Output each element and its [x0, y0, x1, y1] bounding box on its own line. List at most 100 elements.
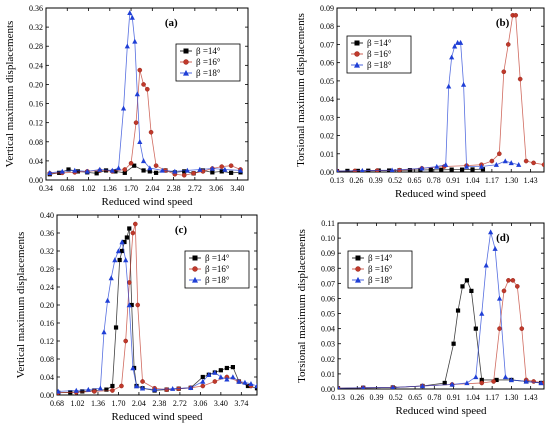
data-point — [110, 383, 115, 389]
data-point — [145, 86, 150, 92]
y-tick-label: 0.04 — [29, 157, 43, 166]
data-point — [92, 389, 97, 394]
data-point — [206, 372, 212, 377]
legend-label: β =16° — [196, 57, 221, 67]
data-point — [147, 165, 153, 171]
chart-panel-3: 0.68 1.02 1.36 1.70 2.04 2.38 2.72 3.06 3.40 3.74… — [15, 211, 258, 423]
legend: β =14°β =16°β =18° — [346, 35, 412, 74]
data-point — [94, 171, 99, 176]
data-point — [141, 82, 146, 87]
plot-frame — [337, 222, 545, 390]
data-point — [182, 169, 187, 174]
legend-label: β =18° — [196, 68, 221, 78]
plot-frame — [336, 7, 545, 173]
panel-label: (d) — [496, 232, 510, 244]
legend-swatch-marker — [354, 40, 360, 46]
x-tick-label: 1.70 — [124, 184, 138, 193]
data-point — [101, 329, 107, 335]
y-tick-label: 0.24 — [40, 283, 54, 292]
data-point — [218, 374, 224, 380]
x-tick-label: 0.65 — [407, 176, 421, 185]
data-point — [191, 171, 196, 176]
data-point — [75, 169, 80, 174]
data-point — [428, 167, 433, 172]
y-tick-label: 0.08 — [321, 264, 335, 273]
data-point — [113, 169, 118, 174]
legend-swatch-marker — [355, 255, 361, 261]
series-line — [49, 11, 241, 174]
y-tick-label: 0.32 — [40, 247, 54, 256]
x-tick-label: 1.04 — [466, 393, 480, 402]
data-point — [222, 166, 228, 172]
data-point — [531, 379, 536, 384]
legend-label: β =16° — [205, 264, 230, 274]
y-tick-label: 0.00 — [321, 385, 335, 394]
data-point — [120, 105, 127, 111]
chart-panel-2: 0.13 0.26 0.39 0.52 0.65 0.78 0.91 1.04 1.17 1.30… — [295, 4, 545, 200]
data-point — [449, 54, 455, 60]
y-tick-label: 0.00 — [40, 391, 54, 400]
legend-label: β =14° — [205, 253, 230, 263]
y-tick-label: 0.06 — [321, 294, 335, 303]
data-point — [506, 278, 511, 283]
data-point — [516, 162, 522, 167]
legend-label: β =14° — [196, 46, 221, 56]
x-tick-label: 0.39 — [369, 176, 383, 185]
series-3 — [47, 10, 244, 176]
data-point — [513, 12, 519, 18]
data-point — [200, 378, 206, 384]
data-point — [133, 221, 138, 227]
data-point — [164, 387, 169, 392]
series-3 — [57, 239, 257, 394]
data-point — [228, 163, 234, 168]
data-point — [210, 170, 215, 175]
data-point — [497, 151, 502, 157]
series-line — [338, 279, 544, 389]
x-tick-label: 0.13 — [331, 393, 345, 402]
data-point — [245, 383, 251, 389]
data-point — [360, 167, 365, 172]
data-point — [129, 14, 135, 20]
data-point — [115, 165, 122, 171]
y-tick-label: 0.03 — [321, 340, 335, 349]
data-point — [119, 239, 125, 245]
y-tick-label: 0.08 — [29, 138, 43, 147]
y-tick-label: 0.02 — [320, 132, 334, 141]
legend-swatch-marker — [183, 69, 189, 76]
data-point — [473, 326, 478, 331]
data-point — [502, 158, 508, 164]
legend-swatch-marker — [183, 59, 189, 65]
data-point — [515, 284, 520, 289]
y-tick-label: 0.03 — [320, 113, 334, 122]
data-point — [159, 167, 165, 173]
x-tick-label: 0.78 — [427, 176, 441, 185]
data-point — [132, 163, 137, 168]
data-point — [460, 81, 467, 87]
data-point — [140, 379, 145, 384]
data-point — [407, 168, 413, 172]
data-point — [492, 245, 498, 251]
y-tick-label: 0.10 — [321, 234, 335, 243]
x-tick-label: 0.68 — [50, 399, 64, 408]
x-axis-title: Reduced wind speed — [395, 188, 487, 200]
y-tick-label: 0.16 — [29, 100, 43, 109]
legend-swatch-marker — [354, 51, 360, 57]
y-tick-label: 0.01 — [321, 370, 335, 379]
data-point — [443, 162, 449, 167]
data-point — [229, 170, 234, 175]
y-tick-label: 0.20 — [40, 301, 54, 310]
data-point — [130, 230, 136, 236]
data-point — [469, 288, 474, 294]
data-point — [523, 378, 529, 384]
data-point — [119, 383, 124, 389]
x-axis-title: Reduced wind speed — [395, 405, 487, 417]
data-point — [389, 167, 395, 172]
data-point — [132, 38, 138, 44]
data-point — [212, 379, 218, 384]
series-3 — [338, 229, 544, 389]
x-tick-label: 1.17 — [485, 176, 499, 185]
series-line — [338, 279, 542, 389]
data-point — [502, 374, 509, 380]
data-point — [491, 379, 496, 384]
data-point — [103, 168, 109, 173]
